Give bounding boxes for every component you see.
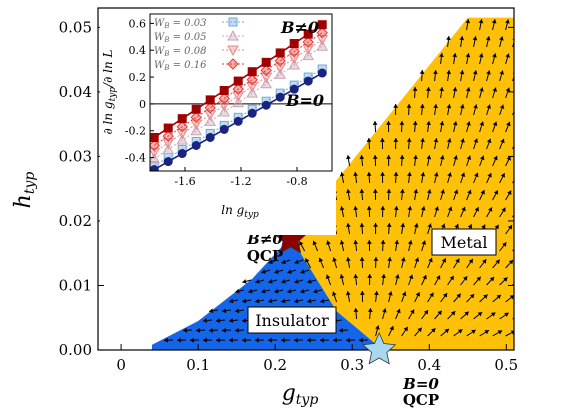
inset-y-tick-label: 0.6 bbox=[129, 17, 147, 30]
inset-marker bbox=[220, 86, 228, 94]
inset-marker bbox=[290, 40, 298, 48]
x-tick-label: 0.4 bbox=[417, 356, 441, 374]
inset-y-tick-label: -0.4 bbox=[125, 152, 146, 165]
inset-marker bbox=[206, 96, 214, 104]
x-tick-label: 0 bbox=[116, 356, 126, 374]
inset-y-tick-label: -0.2 bbox=[125, 125, 146, 138]
x-axis-label: gtyp bbox=[282, 381, 319, 408]
flow-arrow-head bbox=[517, 313, 522, 317]
y-tick-label: 0.00 bbox=[59, 341, 92, 359]
y-tick-label: 0.03 bbox=[59, 147, 92, 165]
y-tick-label: 0.02 bbox=[59, 212, 92, 230]
inset-curve-label-b-nonzero: B≠0 bbox=[280, 18, 319, 37]
inset-legend-label: WB = 0.03 bbox=[154, 18, 206, 30]
inset-marker bbox=[206, 133, 214, 141]
inset-curve-label-b-zero: B=0 bbox=[285, 91, 324, 110]
flow-arrow-head bbox=[515, 243, 519, 247]
inset-marker bbox=[276, 93, 284, 101]
inset-marker bbox=[234, 77, 242, 85]
qcp-b-zero-label-bottom: QCP bbox=[403, 391, 439, 409]
inset-marker bbox=[164, 124, 172, 132]
flow-arrow-head bbox=[516, 278, 520, 282]
flow-arrow-head bbox=[446, 36, 451, 40]
inset-marker bbox=[178, 115, 186, 123]
inset-legend-label: WB = 0.08 bbox=[154, 46, 206, 58]
inset-marker bbox=[276, 49, 284, 57]
inset-y-tick-label: 0.2 bbox=[129, 71, 147, 84]
flow-arrow-head bbox=[346, 155, 351, 159]
inset-y-tick-label: 0 bbox=[139, 98, 146, 111]
inset-marker bbox=[318, 69, 326, 77]
inset-marker bbox=[304, 77, 312, 85]
y-tick-label: 0.05 bbox=[59, 18, 92, 36]
inset-marker bbox=[234, 117, 242, 125]
inset-marker bbox=[229, 18, 237, 26]
inset-marker bbox=[220, 125, 228, 133]
inset-y-tick-label: 0.4 bbox=[129, 44, 147, 57]
y-tick-label: 0.01 bbox=[59, 276, 92, 294]
x-tick-label: 0.5 bbox=[494, 356, 518, 374]
inset-marker bbox=[318, 21, 326, 29]
x-tick-label: 0.1 bbox=[186, 356, 210, 374]
flow-arrow-head bbox=[373, 121, 378, 125]
inset-x-tick-label: -1.6 bbox=[174, 175, 195, 188]
flow-arrow-head bbox=[515, 208, 519, 212]
inset-marker bbox=[262, 58, 270, 66]
inset-legend-label: WB = 0.16 bbox=[154, 60, 207, 72]
x-tick-label: 0.2 bbox=[263, 356, 287, 374]
metal-label-box: Metal bbox=[432, 229, 496, 255]
svg-text:Insulator: Insulator bbox=[255, 311, 329, 330]
inset-marker bbox=[178, 150, 186, 158]
inset-marker bbox=[192, 142, 200, 150]
inset-marker bbox=[262, 101, 270, 109]
inset-marker bbox=[150, 133, 158, 141]
y-axis-label: htyp bbox=[11, 172, 38, 209]
svg-text:Metal: Metal bbox=[441, 233, 488, 252]
inset-legend-label: WB = 0.05 bbox=[154, 32, 206, 44]
insulator-label-box: Insulator bbox=[248, 307, 336, 333]
y-tick-label: 0.04 bbox=[59, 83, 92, 101]
x-tick-label: 0.3 bbox=[340, 356, 364, 374]
qcp-b-nonzero-label-bottom: QCP bbox=[247, 247, 283, 265]
inset-x-tick-label: -0.8 bbox=[286, 175, 307, 188]
flow-arrow-head bbox=[514, 173, 518, 177]
inset-marker bbox=[192, 105, 200, 113]
inset-marker bbox=[248, 109, 256, 117]
inset-x-tick-label: -1.2 bbox=[230, 175, 251, 188]
inset-marker bbox=[248, 68, 256, 76]
inset-marker bbox=[164, 158, 172, 166]
flow-arrow-head bbox=[420, 70, 425, 74]
inset-panel: -1.6 -1.2 -0.8 -0.4 -0.2 0 0.2 0.4 0.6 WB = 0.03… bbox=[100, 10, 336, 235]
